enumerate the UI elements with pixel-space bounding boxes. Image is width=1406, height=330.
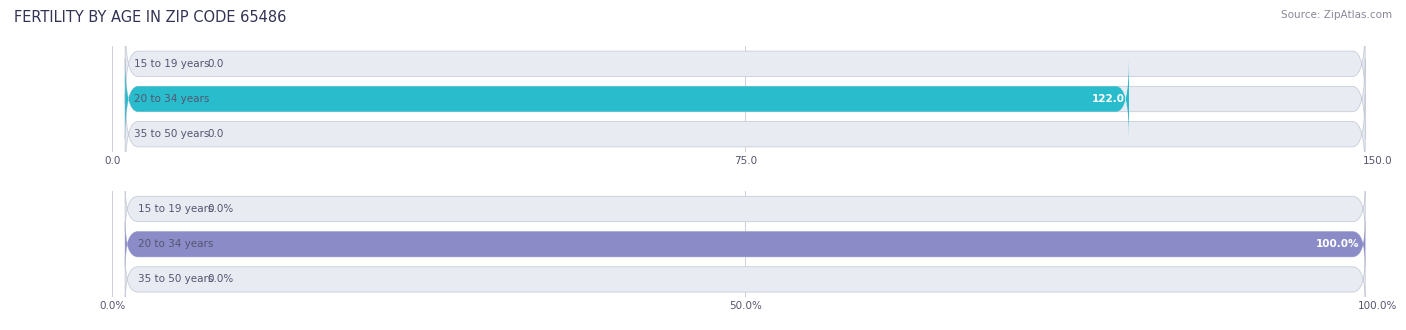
- Text: 0.0%: 0.0%: [208, 204, 233, 214]
- Text: 122.0: 122.0: [1092, 94, 1125, 104]
- FancyBboxPatch shape: [125, 24, 1365, 104]
- Text: 0.0: 0.0: [208, 59, 224, 69]
- FancyBboxPatch shape: [125, 186, 1365, 232]
- Text: FERTILITY BY AGE IN ZIP CODE 65486: FERTILITY BY AGE IN ZIP CODE 65486: [14, 10, 287, 25]
- FancyBboxPatch shape: [125, 59, 1365, 139]
- Text: 15 to 19 years: 15 to 19 years: [138, 204, 214, 214]
- Text: 35 to 50 years: 35 to 50 years: [134, 129, 209, 139]
- Text: Source: ZipAtlas.com: Source: ZipAtlas.com: [1281, 10, 1392, 20]
- Text: 100.0%: 100.0%: [1316, 239, 1358, 249]
- Text: 0.0%: 0.0%: [208, 275, 233, 284]
- FancyBboxPatch shape: [125, 222, 1365, 267]
- Text: 20 to 34 years: 20 to 34 years: [134, 94, 209, 104]
- Text: 20 to 34 years: 20 to 34 years: [138, 239, 214, 249]
- Text: 0.0: 0.0: [208, 129, 224, 139]
- FancyBboxPatch shape: [125, 257, 1365, 302]
- Text: 35 to 50 years: 35 to 50 years: [138, 275, 214, 284]
- FancyBboxPatch shape: [125, 59, 1129, 139]
- FancyBboxPatch shape: [125, 222, 1365, 267]
- FancyBboxPatch shape: [125, 94, 1365, 174]
- Text: 15 to 19 years: 15 to 19 years: [134, 59, 209, 69]
